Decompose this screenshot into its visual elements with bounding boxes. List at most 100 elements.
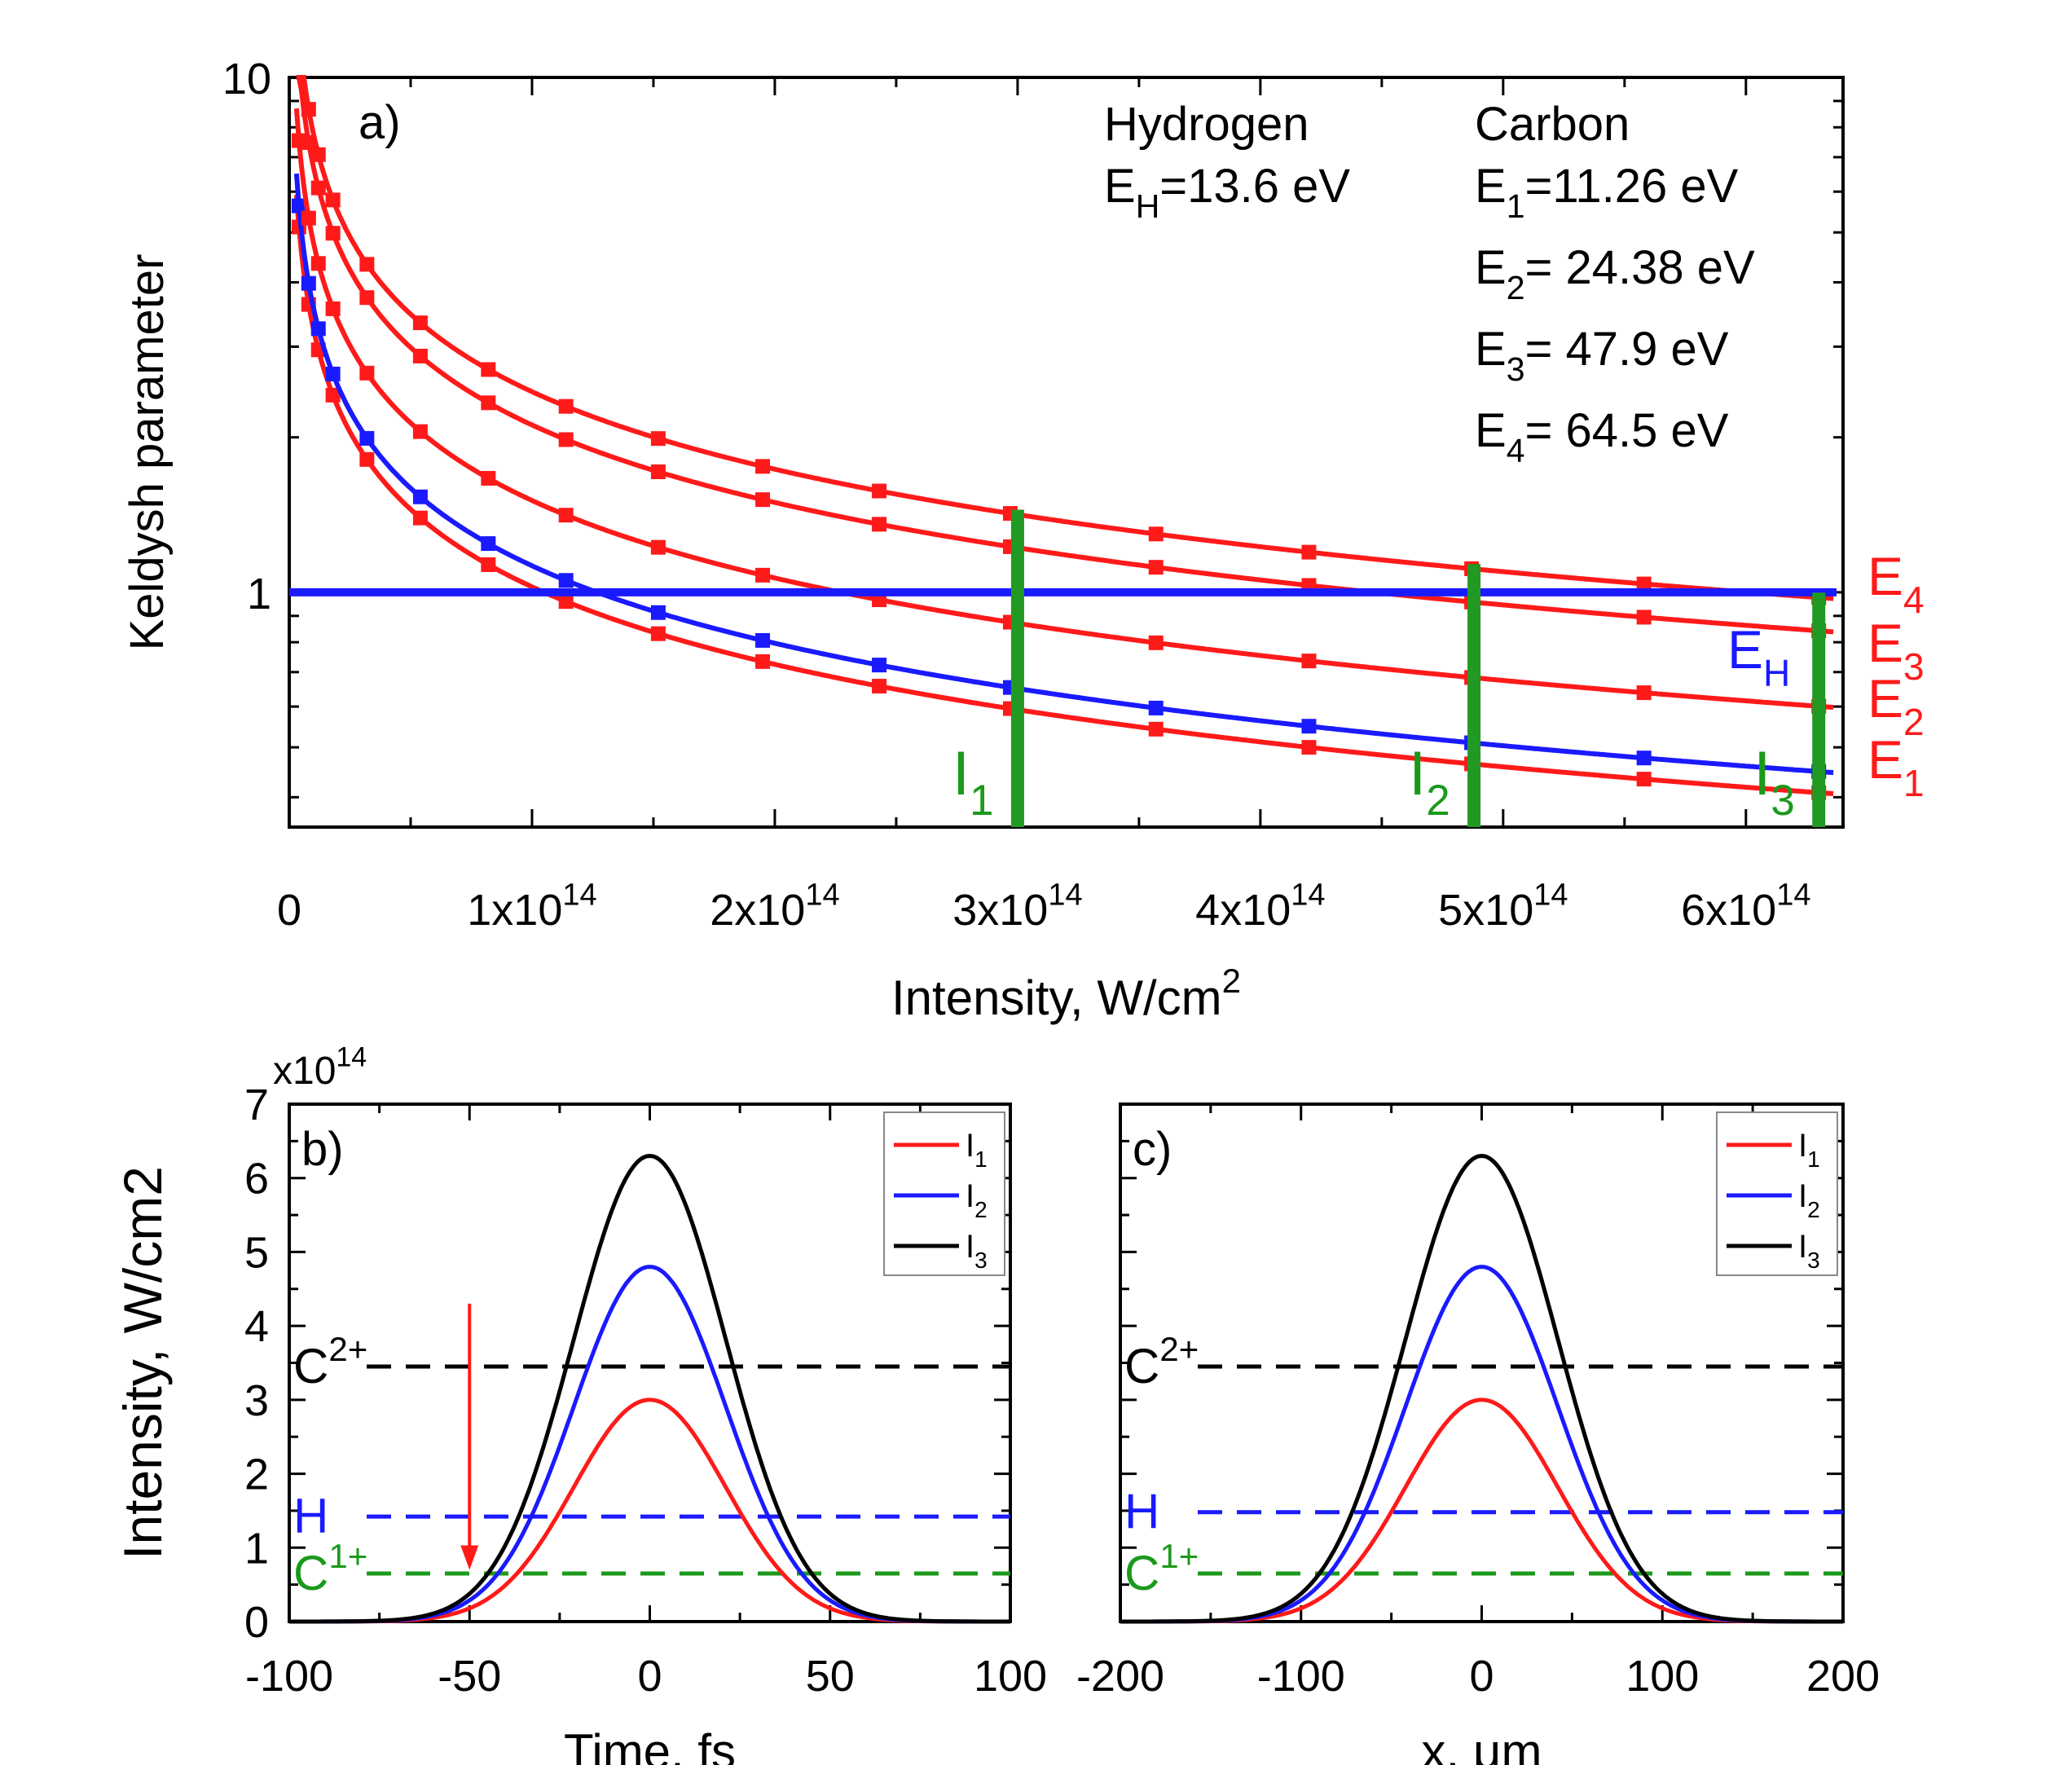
y-tick-label-b: 3 <box>244 1376 269 1425</box>
x-tick-label-c-n: 0 <box>1469 1652 1494 1701</box>
series-marker-E3 <box>1148 560 1164 575</box>
annotation-carbon-energy-4-sub: 4 <box>1507 432 1525 469</box>
legend-label-b-I3: I3 <box>966 1229 988 1273</box>
y-tick-label-b-n: 6 <box>244 1155 269 1204</box>
annotation-hydrogen-energy-sub: H <box>1136 187 1160 225</box>
series-marker-E1 <box>872 679 887 694</box>
series-marker-EH <box>755 632 771 648</box>
series-marker-E2 <box>359 365 375 381</box>
series-end-label-E1: E1 <box>1867 729 1925 804</box>
series-marker-EH <box>1636 750 1652 766</box>
intensity-marker-label-3-n: I <box>1753 739 1771 808</box>
legend-label-b-I1: I1 <box>966 1128 988 1172</box>
x-tick-label-c: 0 <box>1469 1652 1494 1701</box>
x-tick-label-a-sup: 14 <box>562 878 596 913</box>
threshold-label-b-1-n: H <box>293 1489 328 1543</box>
series-marker-E3 <box>872 517 887 532</box>
series-marker-E3 <box>558 432 574 447</box>
series-marker-E2 <box>1636 685 1652 701</box>
annotation-carbon-energy-2: E2= 24.38 eV <box>1475 241 1755 306</box>
intensity-marker-label-1-sub: 1 <box>970 777 993 825</box>
x-tick-label-c: -200 <box>1076 1652 1164 1701</box>
y-tick-label-b: 1 <box>244 1524 269 1573</box>
series-marker-EH <box>872 658 887 673</box>
annotation-carbon-energy-3-n: = 47.9 eV <box>1525 323 1729 376</box>
series-end-label-E2: E2 <box>1867 668 1925 743</box>
series-line-E4 <box>296 75 1834 601</box>
x-tick-label-a-n: 1x10 <box>467 886 562 935</box>
x-axis-label-b-n: Time, fs <box>564 1724 736 1765</box>
x-tick-label-a-n: 4x10 <box>1195 886 1291 935</box>
threshold-label-b-0-sup: 2+ <box>328 1330 367 1368</box>
panel-label-a: a) <box>359 96 401 149</box>
series-marker-E2 <box>755 567 771 583</box>
x-tick-label-a: 5x1014 <box>1438 878 1568 935</box>
x-tick-label-c-n: -200 <box>1076 1652 1164 1701</box>
annotation-carbon-energy-1-n: E <box>1475 160 1507 213</box>
intensity-marker-label-2-n: I <box>1409 739 1426 808</box>
series-marker-E1 <box>325 387 341 403</box>
series-end-label-E4-n: E <box>1867 546 1903 606</box>
threshold-label-b-0: C2+ <box>293 1330 367 1393</box>
legend-label-c-I1-sub: 1 <box>1807 1147 1820 1172</box>
series-end-label-E2-sub: 2 <box>1903 701 1925 743</box>
x-tick-label-c-n: -100 <box>1257 1652 1345 1701</box>
annotation-carbon-title: Carbon <box>1475 98 1630 151</box>
legend-label-b-I2-sub: 2 <box>974 1197 988 1222</box>
series-marker-EH <box>291 198 306 213</box>
annotation-carbon-energy-2-n: E <box>1475 241 1507 294</box>
y-tick-label-b: 4 <box>244 1302 269 1351</box>
series-marker-E4 <box>325 192 341 208</box>
series-marker-E4 <box>412 315 428 331</box>
y-axis-label-a: Keldysh parameter <box>121 254 174 651</box>
series-marker-EH <box>1148 700 1164 715</box>
x-tick-label-b: 100 <box>974 1652 1047 1701</box>
series-marker-E4 <box>1148 526 1164 542</box>
series-marker-E2 <box>1301 654 1317 669</box>
series-marker-E2 <box>412 424 428 439</box>
legend-label-b-I3-sub: 3 <box>974 1248 988 1273</box>
x-axis-label-c-n: x, μm <box>1422 1724 1542 1765</box>
y-axis-label-b: Intensity, W/cm2 <box>112 1166 173 1560</box>
series-marker-E4 <box>1301 544 1317 560</box>
series-end-label-EH-n: E <box>1727 619 1763 680</box>
series-end-label-EH-sub: H <box>1763 652 1790 694</box>
annotation-carbon-energy-3-n: E <box>1475 323 1507 376</box>
intensity-marker-2 <box>1467 564 1481 827</box>
x-tick-label-a: 6x1014 <box>1681 878 1810 935</box>
series-marker-E1 <box>1301 740 1317 755</box>
y-axis-label-b-n: Intensity, W/cm2 <box>112 1166 173 1560</box>
intensity-marker-label-3-sub: 3 <box>1771 777 1794 825</box>
y-tick-label-a-n: 1 <box>247 570 271 618</box>
annotation-carbon-energy-2-sub: 2 <box>1507 269 1525 306</box>
panel-a: 0 1x1014 2x1014 3x1014 4x1014 5x1014 6x1014110… <box>121 55 1925 1025</box>
x-axis-label-a-n: Intensity, W/cm <box>891 971 1222 1025</box>
series-marker-E3 <box>310 180 326 196</box>
annotation-hydrogen-energy-n: E <box>1104 160 1136 213</box>
series-line-EH <box>293 173 1834 776</box>
annotation-hydrogen-energy-n: =13.6 eV <box>1159 160 1350 213</box>
y-tick-label-b-n: 2 <box>244 1450 269 1499</box>
x-tick-label-c-n: 100 <box>1625 1652 1699 1701</box>
x-tick-label-a-n: 5x10 <box>1438 886 1533 935</box>
panel-label-c-n: c) <box>1133 1123 1172 1176</box>
series-marker-E2 <box>558 508 574 523</box>
annotation-carbon-energy-3: E3= 47.9 eV <box>1475 323 1729 388</box>
x-tick-label-a-sup: 14 <box>1291 878 1325 913</box>
pulse-curve-c-I2 <box>1120 1265 1843 1624</box>
annotation-carbon-energy-1-n: =11.26 eV <box>1525 160 1739 213</box>
series-marker-E2 <box>301 210 316 226</box>
x-axis-label-a-sup: 2 <box>1222 962 1241 1000</box>
y-tick-label-a-n: 10 <box>222 55 271 103</box>
series-end-label-E4: E4 <box>1867 546 1925 621</box>
x-tick-label-b-n: -100 <box>245 1652 333 1701</box>
threshold-label-b-2-n: C <box>293 1546 328 1600</box>
series-marker-E4 <box>1636 576 1652 592</box>
annotation-carbon-energy-4-n: E <box>1475 404 1507 457</box>
y-tick-label-a: 1 <box>247 570 271 618</box>
pulse-curve-b-I3 <box>289 1153 1010 1624</box>
series-end-label-E1-sub: 1 <box>1903 762 1925 804</box>
x-tick-label-b-n: 100 <box>974 1652 1047 1701</box>
threshold-label-c-1-n: H <box>1124 1485 1159 1539</box>
